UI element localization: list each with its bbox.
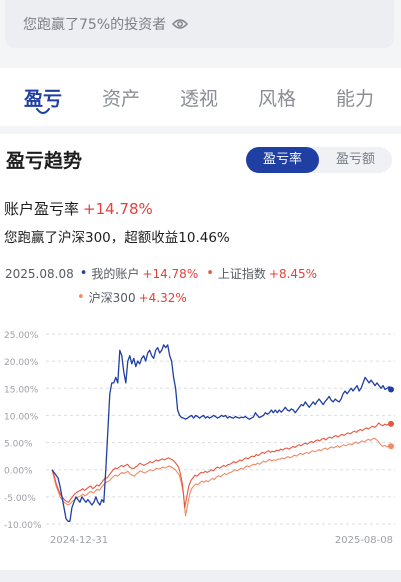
tab-insight[interactable]: 透视 <box>160 84 238 111</box>
series-line-sse <box>51 422 392 509</box>
eye-icon[interactable] <box>172 18 189 30</box>
legend-value: +14.78% <box>142 266 199 281</box>
series-end-point <box>388 420 394 427</box>
legend-item-sse: • 上证指数 +8.45% <box>206 265 317 282</box>
y-tick-label: -5.00% <box>4 494 36 504</box>
beat-investors-banner: 您跑赢了75%的投资者 <box>5 0 394 48</box>
tab-bar: 盈亏 资产 透视 风格 能力 <box>0 68 401 126</box>
tab-active-indicator <box>36 107 50 114</box>
series-line-account <box>51 344 392 522</box>
y-tick-label: 0.00% <box>4 467 33 477</box>
series-end-point <box>388 443 394 450</box>
legend-dot-csi300: • <box>77 290 85 305</box>
legend-name: 我的账户 <box>91 267 140 281</box>
y-tick-label: 20.00% <box>4 358 39 368</box>
y-tick-label: 25.00% <box>4 331 39 341</box>
toggle-pnl-rate[interactable]: 盈亏率 <box>246 147 319 173</box>
series-line-csi300 <box>51 437 392 517</box>
tab-label: 盈亏 <box>23 87 62 110</box>
section-title: 盈亏趋势 <box>6 150 83 172</box>
legend-value: +4.32% <box>138 290 187 305</box>
tab-ability[interactable]: 能力 <box>316 84 394 111</box>
benchmark-beat-text: 您跑赢了沪深300，超额收益10.46% <box>4 230 230 246</box>
tab-label: 能力 <box>335 87 374 110</box>
y-tick-label: 10.00% <box>4 412 39 422</box>
pnl-line-chart[interactable]: 25.00% 20.00% 15.00% 10.00% 5.00% 0.00% -5.00%… <box>0 322 401 552</box>
beat-investors-text: 您跑赢了75%的投资者 <box>23 17 167 33</box>
account-rate-label: 账户盈亏率 <box>4 200 80 218</box>
tab-style[interactable]: 风格 <box>238 84 316 111</box>
toggle-pnl-amount[interactable]: 盈亏额 <box>335 152 375 167</box>
tab-label: 资产 <box>101 87 140 110</box>
legend-value: +8.45% <box>268 266 318 281</box>
legend-item-account: • 我的账户 +14.78% <box>80 265 199 282</box>
account-rate-value: +14.78% <box>83 200 153 218</box>
x-tick-label: 2025-08-08 <box>335 535 393 546</box>
legend-dot-sse: • <box>206 266 214 281</box>
legend-name: 沪深300 <box>88 291 136 305</box>
tab-label: 透视 <box>179 87 218 110</box>
y-tick-label: 15.00% <box>4 385 39 395</box>
account-rate: 账户盈亏率 +14.78% <box>4 198 153 219</box>
pnl-trend-card: 盈亏趋势 盈亏率 盈亏额 账户盈亏率 +14.78% 您跑赢了沪深300，超额收益… <box>0 134 401 570</box>
y-tick-label: 5.00% <box>4 440 33 450</box>
tab-pnl[interactable]: 盈亏 <box>4 84 82 114</box>
legend-date: 2025.08.08 <box>5 266 74 281</box>
tab-assets[interactable]: 资产 <box>82 84 160 111</box>
x-tick-label: 2024-12-31 <box>50 535 108 546</box>
series-end-point <box>388 386 394 393</box>
legend-dot-account: • <box>79 266 88 281</box>
metric-toggle: 盈亏率 盈亏额 <box>246 147 392 173</box>
legend-name: 上证指数 <box>217 267 266 281</box>
y-tick-label: -10.00% <box>4 521 42 531</box>
tab-label: 风格 <box>257 87 296 110</box>
legend-item-csi300: • 沪深300 +4.32% <box>77 289 187 306</box>
bottom-divider <box>0 570 401 582</box>
